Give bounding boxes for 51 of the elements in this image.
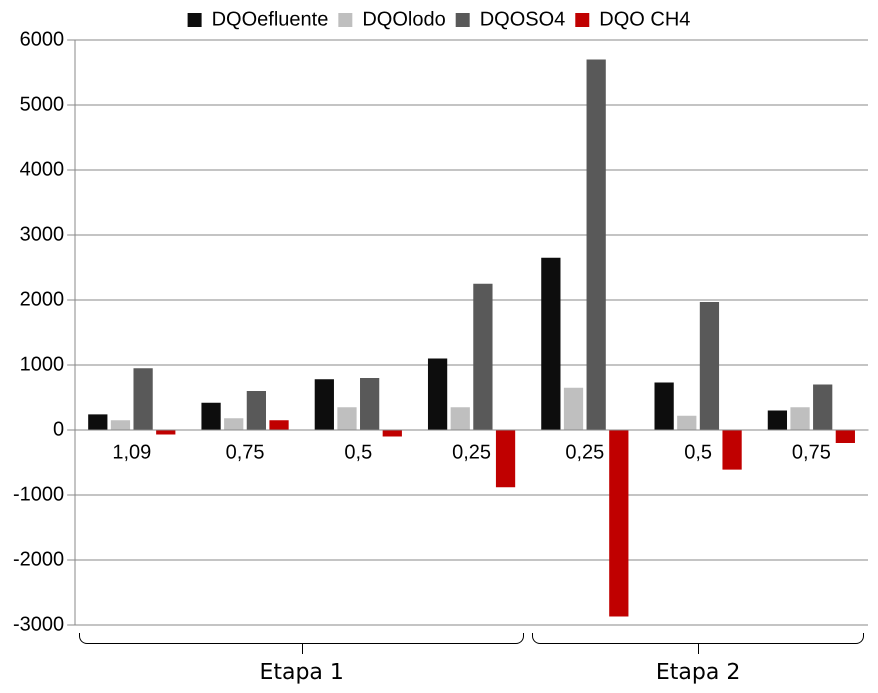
bar	[722, 430, 742, 470]
x-tick-label: 0,25	[452, 442, 492, 464]
x-tick-label: 0,5	[684, 442, 712, 464]
bar	[201, 402, 221, 430]
x-tick-label: 0,5	[344, 442, 372, 464]
y-tick-label: 6000	[20, 28, 64, 51]
bar	[156, 430, 176, 435]
bar	[700, 302, 720, 430]
text: Etapa 1	[259, 660, 344, 685]
legend-label: DQOSO4	[480, 8, 566, 31]
y-tick-label: 5000	[20, 94, 64, 116]
bar	[654, 382, 674, 430]
bar	[768, 410, 788, 430]
bar	[496, 430, 516, 488]
bar	[677, 416, 696, 430]
y-tick-label: 2000	[20, 288, 64, 311]
x-tick-label: 0,75	[792, 442, 831, 464]
y-tick-label: -3000	[12, 614, 64, 636]
bar	[382, 430, 402, 436]
y-tick-label: -2000	[12, 548, 64, 571]
x-tick-label: 1,09	[112, 442, 152, 464]
legend-label: DQO CH4	[599, 8, 690, 31]
bar	[473, 284, 493, 430]
y-tick-label: 4000	[20, 158, 64, 181]
bar	[790, 407, 810, 430]
bar	[450, 407, 470, 430]
y-tick-label: 0	[53, 418, 64, 441]
legend-label: DQOefluente	[212, 8, 328, 31]
bar	[836, 430, 855, 443]
y-tick-label: 3000	[20, 224, 64, 246]
bar	[133, 368, 153, 430]
bar	[88, 414, 108, 430]
bar	[541, 258, 560, 430]
y-tick-label: -1000	[12, 484, 64, 506]
bar	[586, 60, 606, 430]
y-tick-label: 1000	[20, 354, 64, 376]
bar	[564, 388, 584, 430]
text: Etapa 2	[656, 660, 740, 685]
bar	[360, 378, 380, 430]
bar	[813, 384, 832, 430]
bar	[246, 391, 266, 430]
x-tick-label: 0,75	[226, 442, 265, 464]
bar	[609, 430, 628, 617]
bar	[428, 358, 448, 430]
legend-label: DQOlodo	[362, 8, 446, 31]
bar	[337, 407, 357, 430]
x-tick-label: 0,25	[565, 442, 604, 464]
bar	[224, 418, 244, 430]
bar	[269, 420, 289, 430]
bar	[110, 420, 130, 430]
bar	[314, 379, 334, 430]
